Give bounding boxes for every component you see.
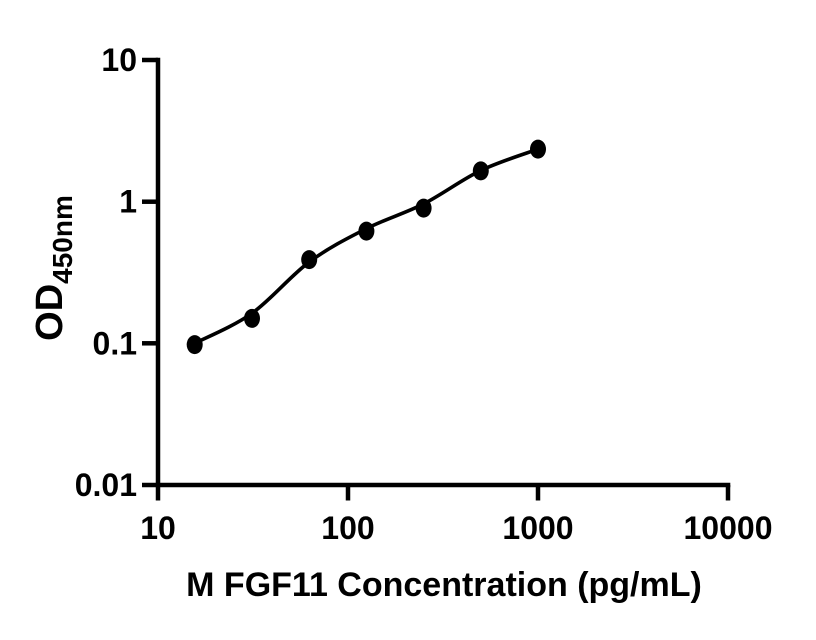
y-tick-label: 0.1 [93,325,137,361]
data-point [186,335,203,355]
x-tick-label: 10000 [684,510,773,546]
data-point [358,221,375,241]
y-tick-label: 10 [101,42,137,78]
y-axis-title-sub: 450nm [47,195,78,284]
x-axis-title: M FGF11 Concentration (pg/mL) [186,566,702,604]
x-tick-label: 1000 [502,510,573,546]
data-point [301,250,318,270]
y-axis-title-main: OD [29,284,71,341]
y-tick-label: 1 [119,184,137,220]
y-axis-ticks: 10 1 0.1 0.01 [75,42,158,503]
data-point [244,308,260,328]
x-tick-label: 100 [321,510,374,546]
y-tick-label: 0.01 [75,467,137,503]
x-axis-ticks: 10 100 1000 10000 [140,485,772,546]
data-point [530,139,546,159]
x-tick-label: 10 [140,510,176,546]
data-points [186,139,546,355]
data-point [472,161,489,181]
data-point [415,198,432,218]
y-axis-title: OD450nm [29,195,78,341]
